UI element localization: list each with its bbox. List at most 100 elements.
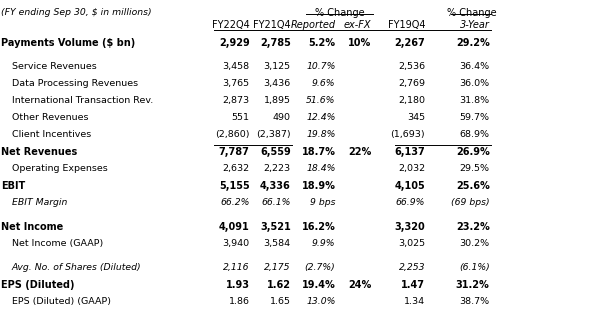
Text: 2,873: 2,873 (223, 96, 250, 105)
Text: 29.2%: 29.2% (456, 38, 490, 48)
Text: Net Income (GAAP): Net Income (GAAP) (12, 239, 103, 248)
Text: 22%: 22% (348, 147, 371, 157)
Text: 9.6%: 9.6% (312, 79, 336, 88)
Text: 551: 551 (232, 113, 250, 122)
Text: 2,180: 2,180 (398, 96, 425, 105)
Text: 19.8%: 19.8% (306, 130, 336, 139)
Text: Net Revenues: Net Revenues (1, 147, 78, 157)
Text: 3,458: 3,458 (223, 62, 250, 71)
Text: 18.7%: 18.7% (301, 147, 336, 157)
Text: 2,223: 2,223 (264, 164, 291, 173)
Text: (2,860): (2,860) (215, 130, 250, 139)
Text: 1.86: 1.86 (229, 297, 250, 306)
Text: 66.2%: 66.2% (220, 198, 250, 207)
Text: FY19Q4: FY19Q4 (387, 20, 425, 30)
Text: 9.9%: 9.9% (312, 239, 336, 248)
Text: 66.1%: 66.1% (261, 198, 291, 207)
Text: 13.0%: 13.0% (306, 297, 336, 306)
Text: 3,940: 3,940 (223, 239, 250, 248)
Text: 3,584: 3,584 (264, 239, 291, 248)
Text: 59.7%: 59.7% (460, 113, 490, 122)
Text: 4,105: 4,105 (394, 181, 425, 191)
Text: 36.4%: 36.4% (460, 62, 490, 71)
Text: 24%: 24% (348, 280, 371, 290)
Text: Net Income: Net Income (1, 222, 63, 232)
Text: 2,267: 2,267 (394, 38, 425, 48)
Text: (2.7%): (2.7%) (304, 263, 336, 272)
Text: 3-Year: 3-Year (460, 20, 490, 30)
Text: 31.2%: 31.2% (456, 280, 490, 290)
Text: 12.4%: 12.4% (306, 113, 336, 122)
Text: 1.62: 1.62 (267, 280, 291, 290)
Text: 2,116: 2,116 (223, 263, 250, 272)
Text: (FY ending Sep 30, $ in millions): (FY ending Sep 30, $ in millions) (1, 8, 152, 17)
Text: Payments Volume ($ bn): Payments Volume ($ bn) (1, 38, 136, 48)
Text: 10.7%: 10.7% (306, 62, 336, 71)
Text: 1.34: 1.34 (404, 297, 425, 306)
Text: 2,769: 2,769 (398, 79, 425, 88)
Text: 66.9%: 66.9% (396, 198, 425, 207)
Text: 345: 345 (407, 113, 425, 122)
Text: Reported: Reported (290, 20, 336, 30)
Text: % Change: % Change (447, 8, 497, 18)
Text: 30.2%: 30.2% (460, 239, 490, 248)
Text: EBIT Margin: EBIT Margin (12, 198, 67, 207)
Text: 26.9%: 26.9% (456, 147, 490, 157)
Text: (2,387): (2,387) (256, 130, 291, 139)
Text: 5,155: 5,155 (219, 181, 250, 191)
Text: 2,032: 2,032 (398, 164, 425, 173)
Text: Other Revenues: Other Revenues (12, 113, 88, 122)
Text: 6,559: 6,559 (260, 147, 291, 157)
Text: Client Incentives: Client Incentives (12, 130, 91, 139)
Text: 490: 490 (273, 113, 291, 122)
Text: 2,175: 2,175 (264, 263, 291, 272)
Text: 3,025: 3,025 (398, 239, 425, 248)
Text: Operating Expenses: Operating Expenses (12, 164, 107, 173)
Text: % Change: % Change (315, 8, 365, 18)
Text: 1.65: 1.65 (270, 297, 291, 306)
Text: 2,536: 2,536 (398, 62, 425, 71)
Text: 36.0%: 36.0% (460, 79, 490, 88)
Text: (6.1%): (6.1%) (458, 263, 490, 272)
Text: 3,765: 3,765 (223, 79, 250, 88)
Text: 19.4%: 19.4% (301, 280, 336, 290)
Text: 5.2%: 5.2% (309, 38, 336, 48)
Text: 38.7%: 38.7% (460, 297, 490, 306)
Text: 2,253: 2,253 (399, 263, 425, 272)
Text: 7,787: 7,787 (219, 147, 250, 157)
Text: 31.8%: 31.8% (460, 96, 490, 105)
Text: 3,125: 3,125 (264, 62, 291, 71)
Text: 29.5%: 29.5% (460, 164, 490, 173)
Text: EPS (Diluted): EPS (Diluted) (1, 280, 75, 290)
Text: Avg. No. of Shares (Diluted): Avg. No. of Shares (Diluted) (12, 263, 141, 272)
Text: 4,336: 4,336 (260, 181, 291, 191)
Text: 68.9%: 68.9% (460, 130, 490, 139)
Text: (1,693): (1,693) (390, 130, 425, 139)
Text: FY21Q4: FY21Q4 (253, 20, 291, 30)
Text: 6,137: 6,137 (394, 147, 425, 157)
Text: ex-FX: ex-FX (344, 20, 371, 30)
Text: Service Revenues: Service Revenues (12, 62, 97, 71)
Text: 1,895: 1,895 (264, 96, 291, 105)
Text: 3,521: 3,521 (260, 222, 291, 232)
Text: 25.6%: 25.6% (456, 181, 490, 191)
Text: 3,436: 3,436 (263, 79, 291, 88)
Text: 2,929: 2,929 (219, 38, 250, 48)
Text: 2,785: 2,785 (260, 38, 291, 48)
Text: 51.6%: 51.6% (306, 96, 336, 105)
Text: 1.47: 1.47 (401, 280, 425, 290)
Text: 10%: 10% (348, 38, 371, 48)
Text: (69 bps): (69 bps) (451, 198, 490, 207)
Text: Data Processing Revenues: Data Processing Revenues (12, 79, 138, 88)
Text: FY22Q4: FY22Q4 (212, 20, 250, 30)
Text: 16.2%: 16.2% (301, 222, 336, 232)
Text: 4,091: 4,091 (219, 222, 250, 232)
Text: 3,320: 3,320 (394, 222, 425, 232)
Text: 18.9%: 18.9% (301, 181, 336, 191)
Text: 23.2%: 23.2% (456, 222, 490, 232)
Text: International Transaction Rev.: International Transaction Rev. (12, 96, 153, 105)
Text: 18.4%: 18.4% (306, 164, 336, 173)
Text: EBIT: EBIT (1, 181, 26, 191)
Text: 2,632: 2,632 (223, 164, 250, 173)
Text: EPS (Diluted) (GAAP): EPS (Diluted) (GAAP) (12, 297, 111, 306)
